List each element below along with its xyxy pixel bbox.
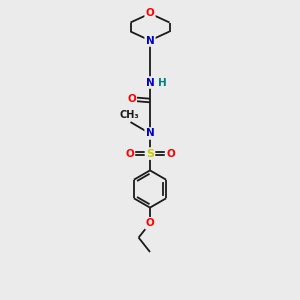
Text: N: N	[146, 35, 154, 46]
Text: N: N	[146, 128, 154, 139]
Text: S: S	[146, 148, 154, 159]
Text: O: O	[146, 218, 154, 228]
Text: O: O	[146, 8, 154, 19]
Text: O: O	[166, 148, 175, 159]
Text: CH₃: CH₃	[119, 110, 139, 120]
Text: O: O	[127, 94, 136, 104]
Text: H: H	[158, 78, 167, 88]
Text: N: N	[146, 77, 154, 88]
Text: O: O	[125, 148, 134, 159]
